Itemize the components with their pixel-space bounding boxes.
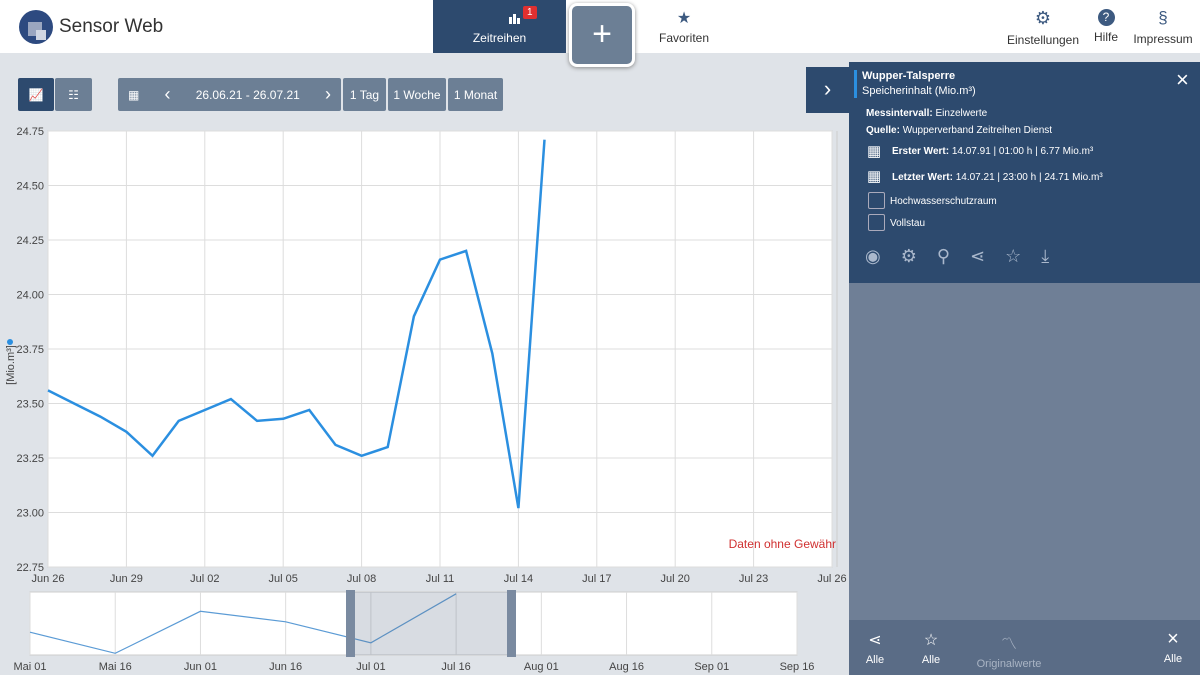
badge: 1	[523, 6, 537, 19]
y-axis-label: [Mio.m³]	[5, 345, 17, 385]
label: Messintervall:	[866, 108, 933, 119]
value: 14.07.91 | 01:00 h | 6.77 Mio.m³	[951, 146, 1094, 157]
x-tick-label: Aug 01	[524, 661, 559, 673]
label: Alle	[921, 654, 941, 666]
menu-item[interactable]: § Impressum	[1133, 8, 1193, 46]
add-button[interactable]: +	[569, 3, 635, 67]
x-tick-label: Jul 08	[347, 573, 376, 585]
range-button[interactable]: 1 Tag	[343, 78, 386, 111]
close-button[interactable]: ×	[1176, 67, 1189, 92]
x-tick-label: Jul 16	[441, 661, 470, 673]
y-tick-label: 23.25	[16, 453, 44, 465]
x-tick-label: Jul 01	[356, 661, 385, 673]
data-line	[29, 593, 457, 654]
y-tick-label: 22.75	[16, 562, 44, 574]
logo-icon	[19, 10, 53, 44]
value: Einzelwerte	[935, 108, 988, 119]
y-tick-label: 23.00	[16, 508, 44, 520]
checkbox-label: Vollstau	[890, 218, 926, 229]
annotation: Daten ohne Gewähr	[729, 537, 836, 551]
menu-item[interactable]: ⚙ Einstellungen	[1003, 8, 1083, 47]
panel-footer: ⋖ Alle ☆ Alle 〽 Originalwerte × Alle	[849, 620, 1200, 675]
y-tick-label: 24.00	[16, 290, 44, 302]
series-panel: Wupper-Talsperre Speicherinhalt (Mio.m³)…	[849, 62, 1200, 283]
legend-dot	[7, 339, 13, 345]
checkbox-label: Hochwasserschutzraum	[890, 196, 997, 207]
data-line	[47, 139, 546, 509]
date-picker[interactable]: ▦ ‹ 26.06.21 - 26.07.21 ›	[118, 78, 341, 111]
label: Erster Wert:	[892, 146, 950, 157]
value: 14.07.21 | 23:00 h | 24.71 Mio.m³	[955, 172, 1103, 183]
x-tick-label: Sep 01	[694, 661, 729, 673]
star-icon: ★	[676, 10, 692, 27]
original-values[interactable]: 〽 Originalwerte	[969, 630, 1049, 670]
interval: Messintervall: Einzelwerte	[866, 108, 987, 119]
panel-subtitle: Speicherinhalt (Mio.m³)	[862, 85, 976, 97]
header: Sensor Web 1 Zeitreihen + ★ Favoriten ⚙ E…	[0, 0, 1200, 67]
menu-label: Hilfe	[1093, 30, 1118, 44]
y-tick-label: 24.25	[16, 235, 44, 247]
panel-empty	[849, 283, 1200, 620]
label: Originalwerte	[976, 658, 1042, 670]
bar-icon	[509, 14, 520, 24]
x-tick-label: Jun 26	[31, 573, 64, 585]
x-tick-label: Jun 16	[269, 661, 302, 673]
last-value: Letzter Wert: 14.07.21 | 23:00 h | 24.71…	[892, 172, 1103, 183]
checkbox[interactable]	[868, 192, 885, 209]
nav-handle	[507, 590, 516, 657]
x-tick-label: Mai 01	[13, 661, 46, 673]
label: Letzter Wert:	[892, 172, 953, 183]
y-tick-label: 23.50	[16, 399, 44, 411]
share-all[interactable]: ⋖ Alle	[859, 630, 891, 666]
menu-label: Impressum	[1133, 32, 1193, 46]
first-value: Erster Wert: 14.07.91 | 01:00 h | 6.77 M…	[892, 146, 1093, 157]
x-tick-label: Jul 11	[426, 573, 455, 585]
label: Quelle:	[866, 125, 900, 136]
x-tick-label: Sep 16	[780, 661, 815, 673]
y-tick-label: 23.75	[16, 344, 44, 356]
x-tick-label: Jul 23	[739, 573, 768, 585]
menu-label: Einstellungen	[1006, 33, 1080, 47]
label: Alle	[1163, 653, 1183, 665]
nav-handle	[346, 590, 355, 657]
checkbox[interactable]	[868, 214, 885, 231]
table-view-button[interactable]: ☷	[55, 78, 92, 111]
x-tick-label: Jul 02	[190, 573, 219, 585]
x-tick-label: Jun 01	[184, 661, 217, 673]
plot-area	[29, 591, 798, 656]
source: Quelle: Wupperverband Zeitreihen Dienst	[866, 125, 1052, 136]
y-tick-label: 24.75	[16, 126, 44, 138]
logo: Sensor Web	[59, 16, 164, 37]
x-tick-label: Aug 16	[609, 661, 644, 673]
value: Wupperverband Zeitreihen Dienst	[902, 125, 1053, 136]
nav-selection	[350, 592, 510, 655]
x-tick-label: Jul 26	[817, 573, 846, 585]
panel-title: Wupper-Talsperre	[862, 70, 956, 82]
x-tick-label: Jun 29	[110, 573, 143, 585]
x-tick-label: Jul 17	[582, 573, 611, 585]
y-tick-label: 24.50	[16, 181, 44, 193]
tab-zeitreihen[interactable]: 1 Zeitreihen	[433, 0, 566, 53]
tab-label: Favoriten	[658, 31, 710, 45]
x-tick-label: Jul 05	[269, 573, 298, 585]
label: Alle	[865, 654, 885, 666]
range-button[interactable]: 1 Monat	[448, 78, 503, 111]
tab-favoriten[interactable]: ★ Favoriten	[640, 0, 728, 53]
panel-toggle[interactable]: ›	[806, 67, 849, 113]
panel-actions[interactable]: ◉⚙⚲⋖☆⤓	[865, 246, 1070, 266]
date-range: 26.06.21 - 26.07.21	[195, 87, 300, 102]
x-tick-label: Mai 16	[99, 661, 132, 673]
fav-all[interactable]: ☆ Alle	[915, 630, 947, 666]
chart-view-button[interactable]: 📈	[18, 78, 54, 111]
remove-all[interactable]: × Alle	[1157, 628, 1189, 665]
x-tick-label: Jul 20	[661, 573, 690, 585]
chart: 22.75 23.00 23.25 23.50 23.75 24.00 24.25 24.50…	[5, 126, 847, 673]
x-tick-label: Jul 14	[504, 573, 533, 585]
range-button[interactable]: 1 Woche	[388, 78, 446, 111]
tab-label: Zeitreihen	[472, 31, 527, 45]
menu-item[interactable]: ? Hilfe	[1088, 8, 1124, 44]
